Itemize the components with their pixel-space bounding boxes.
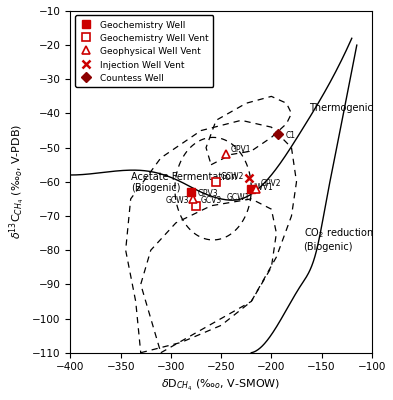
X-axis label: $\delta$D$_{CH_4}$ (‰$_{o}$, V-SMOW): $\delta$D$_{CH_4}$ (‰$_{o}$, V-SMOW) [162, 378, 281, 393]
Text: IWV1: IWV1 [253, 182, 273, 192]
Text: GPV1: GPV1 [230, 145, 251, 154]
Text: GCV3: GCV3 [200, 196, 221, 205]
Text: GCW2: GCW2 [220, 172, 244, 181]
Text: C1: C1 [285, 131, 296, 140]
Legend: Geochemistry Well, Geochemistry Well Vent, Geophysical Well Vent, Injection Well: Geochemistry Well, Geochemistry Well Ven… [75, 16, 213, 87]
Text: GCW3,4: GCW3,4 [166, 196, 197, 205]
Text: Thermogenic: Thermogenic [309, 103, 373, 113]
Text: Acetate Fermentation
(Biogenic): Acetate Fermentation (Biogenic) [131, 172, 237, 193]
Text: GCW1: GCW1 [226, 193, 250, 202]
Y-axis label: $\delta$$^{13}$C$_{CH_4}$ (‰$_{o}$, V-PDB): $\delta$$^{13}$C$_{CH_4}$ (‰$_{o}$, V-PD… [7, 124, 27, 240]
Text: GPV3: GPV3 [197, 189, 218, 198]
Text: CO$_2$ reduction
(Biogenic): CO$_2$ reduction (Biogenic) [303, 226, 373, 252]
Text: GPV2: GPV2 [261, 179, 281, 188]
